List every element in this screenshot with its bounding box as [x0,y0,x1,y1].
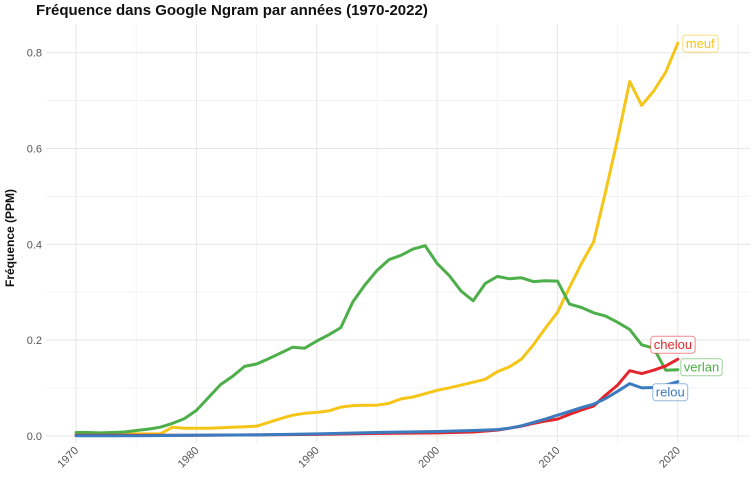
label-text: relou [656,385,685,400]
x-tick-label: 2020 [657,445,683,471]
label-box [650,335,696,354]
series-label-chelou: chelou [650,335,696,354]
label-box [682,34,719,53]
x-tick-label: 1990 [296,445,322,471]
y-tick-label: 0.0 [27,431,42,443]
y-tick-label: 0.8 [27,48,42,60]
x-tick-label: 2000 [416,445,442,471]
series-label-verlan: verlan [680,358,723,377]
y-tick-label: 0.6 [27,144,42,156]
series-line-verlan [74,244,680,435]
series-line-meuf [74,41,680,436]
x-tick-label: 2010 [537,445,563,471]
series-line-relou [74,380,680,438]
y-tick-label: 0.2 [27,335,42,347]
y-tick-label: 0.4 [27,239,42,251]
x-tick-labels: 1970 1980 1990 2000 2010 2020 [55,445,683,471]
label-text: meuf [686,36,715,51]
label-box [652,383,689,402]
series-label-relou: relou [652,383,689,402]
label-box [680,358,723,377]
series-labels: meuf verlan chelou relou [650,34,723,402]
series-lines [74,41,680,438]
label-text: verlan [684,360,719,375]
gridlines [46,24,750,443]
x-tick-label: 1970 [55,445,81,471]
x-tick-label: 1980 [176,445,202,471]
y-axis-label: Fréquence (PPM) [3,189,17,287]
chart-title: Fréquence dans Google Ngram par années (… [36,2,428,19]
label-text: chelou [654,337,692,352]
series-label-meuf: meuf [682,34,719,53]
y-tick-labels: 0.0 0.2 0.4 0.6 0.8 [27,48,42,443]
